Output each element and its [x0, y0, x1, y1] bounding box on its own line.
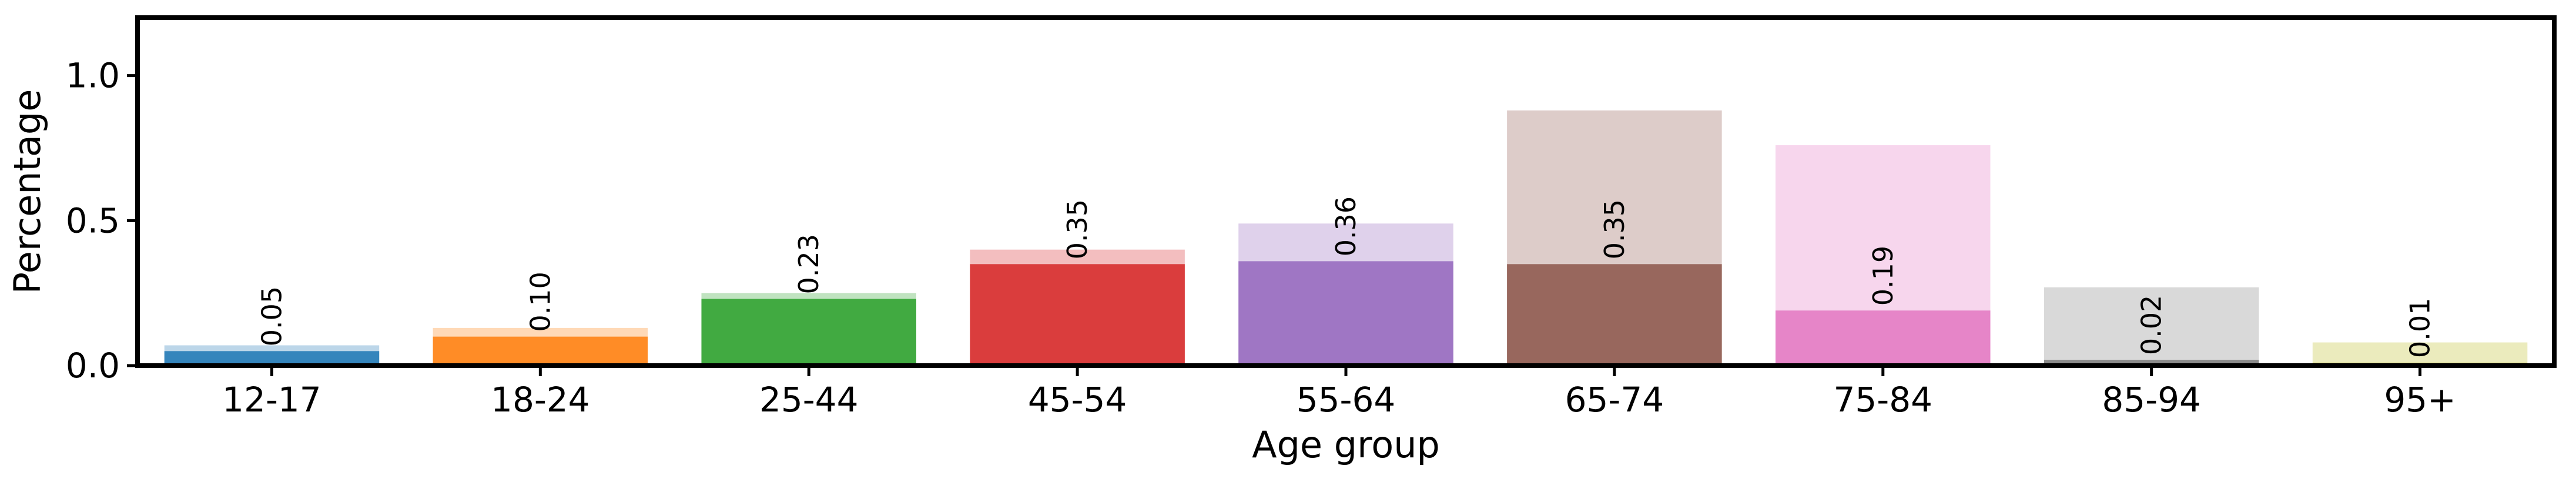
y-axis: 0.0 0.5 1.0 — [66, 56, 138, 386]
x-tick-label-12-17: 12-17 — [222, 380, 321, 420]
x-tick-label-55-64: 55-64 — [1297, 380, 1396, 420]
y-tick-label-0.5: 0.5 — [66, 200, 120, 240]
bar-value-label-95+: 0.01 — [2404, 298, 2436, 358]
y-axis-label: Percentage — [6, 89, 49, 294]
x-tick-label-75-84: 75-84 — [1834, 380, 1933, 420]
bar-dark-25-44 — [701, 299, 916, 366]
bar-value-label-12-17: 0.05 — [256, 286, 287, 346]
bar-value-label-25-44: 0.23 — [793, 234, 825, 294]
y-tick-label-0.0: 0.0 — [66, 346, 120, 386]
bar-value-label-18-24: 0.10 — [524, 272, 556, 332]
bars-group — [164, 110, 2528, 366]
bar-dark-45-54 — [970, 264, 1185, 366]
y-tick-label-1.0: 1.0 — [66, 56, 120, 96]
x-axis: 12-17 18-24 25-44 45-54 55-64 65-74 75-84 85-94… — [222, 366, 2456, 420]
plot-frame — [135, 15, 2557, 368]
bar-light-85-94 — [2044, 287, 2259, 366]
x-tick-label-85-94: 85-94 — [2102, 380, 2201, 420]
x-tick-label-45-54: 45-54 — [1028, 380, 1127, 420]
bar-labels-group: 0.05 0.10 0.23 0.35 0.36 0.35 0.19 0.02 0.01 — [256, 196, 2436, 358]
bar-value-label-85-94: 0.02 — [2136, 295, 2168, 355]
bar-dark-55-64 — [1238, 261, 1453, 366]
bar-dark-75-84 — [1776, 310, 1991, 366]
x-tick-label-65-74: 65-74 — [1565, 380, 1664, 420]
bar-dark-85-94 — [2044, 360, 2259, 366]
bar-value-label-75-84: 0.19 — [1867, 246, 1899, 306]
bar-value-label-55-64: 0.36 — [1330, 196, 1362, 256]
bar-value-label-65-74: 0.35 — [1599, 199, 1630, 259]
bar-dark-12-17 — [164, 351, 380, 366]
bar-light-95+ — [2312, 342, 2528, 366]
x-axis-label: Age group — [1252, 423, 1440, 466]
bar-dark-18-24 — [433, 336, 648, 366]
bar-dark-65-74 — [1507, 264, 1722, 366]
x-tick-label-95+: 95+ — [2384, 380, 2456, 420]
bar-value-label-45-54: 0.35 — [1061, 199, 1093, 259]
x-tick-label-25-44: 25-44 — [759, 380, 859, 420]
x-tick-label-18-24: 18-24 — [491, 380, 590, 420]
